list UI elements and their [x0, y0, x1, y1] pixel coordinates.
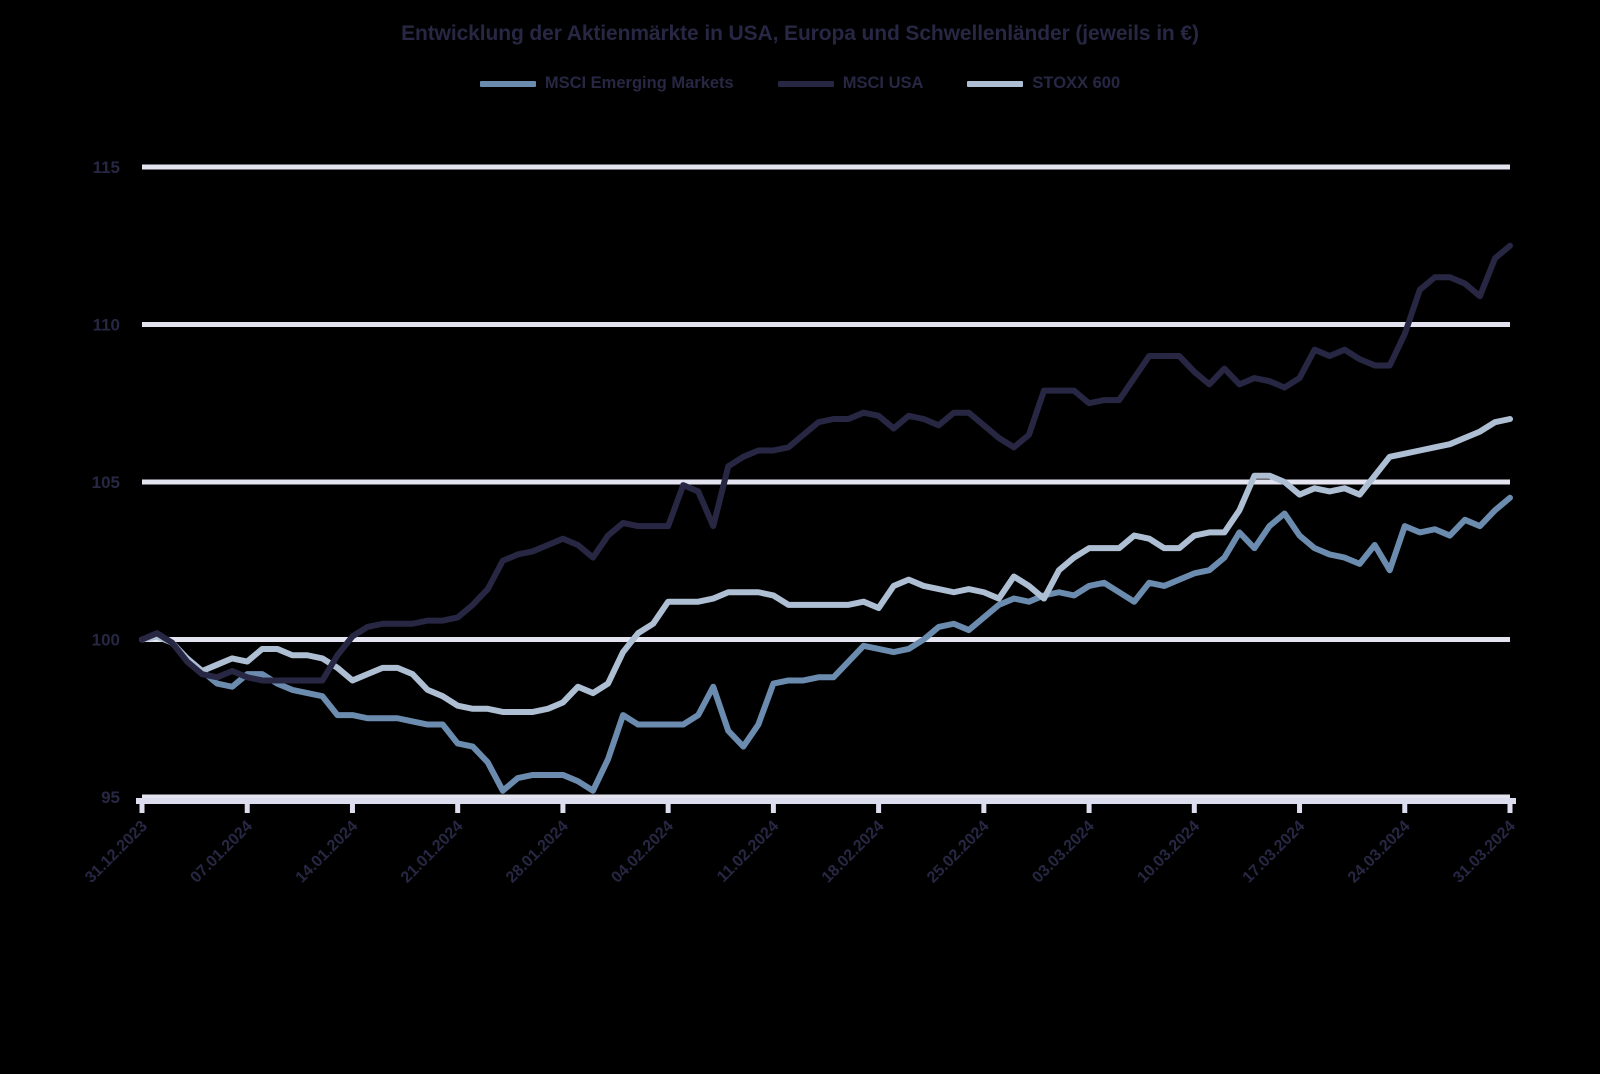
legend-label-stoxx-600: STOXX 600 — [1032, 74, 1121, 92]
series-line-msci-usa — [139, 242, 1513, 684]
legend-label-msci-emerging-markets: MSCI Emerging Markets — [544, 74, 734, 92]
chart-legend: MSCI Emerging Markets MSCI USA STOXX 600 — [0, 74, 1600, 93]
y-tick-label-95: 95 — [101, 788, 120, 807]
x-tick-label-5: 04.02.2024 — [608, 818, 677, 887]
series-line-stoxx-600 — [139, 416, 1513, 715]
gridlines — [142, 164, 1510, 800]
y-tick-label-105: 105 — [92, 473, 120, 492]
x-tick-label-6: 11.02.2024 — [714, 818, 782, 886]
chart-title: Entwicklung der Aktienmärkte in USA, Eur… — [401, 22, 1199, 45]
series-line-msci-emerging-markets — [139, 494, 1513, 794]
x-axis-tick-labels: 31.12.2023 07.01.2024 14.01.2024 21.01.2024… — [82, 818, 1519, 887]
x-tick-label-8: 25.02.2024 — [924, 818, 993, 887]
x-tick-label-12: 24.03.2024 — [1345, 818, 1414, 887]
x-tick-label-4: 28.01.2024 — [503, 818, 572, 887]
x-tick-label-11: 17.03.2024 — [1240, 818, 1309, 887]
x-tick-label-0: 31.12.2023 — [82, 818, 151, 887]
x-tick-label-10: 10.03.2024 — [1134, 818, 1203, 887]
legend-label-msci-usa: MSCI USA — [842, 74, 924, 92]
legend-swatch-msci-emerging-markets — [479, 80, 536, 87]
x-tick-label-2: 14.01.2024 — [293, 818, 362, 887]
legend-swatch-msci-usa — [777, 80, 834, 87]
legend-swatch-stoxx-600 — [967, 80, 1024, 87]
x-tick-label-1: 07.01.2024 — [187, 818, 256, 887]
x-tick-label-3: 21.01.2024 — [398, 818, 467, 887]
data-series — [139, 242, 1513, 794]
legend-item-msci-usa[interactable]: MSCI USA — [777, 74, 924, 93]
x-tick-label-7: 18.02.2024 — [819, 818, 888, 887]
legend-item-msci-emerging-markets[interactable]: MSCI Emerging Markets — [479, 74, 734, 93]
legend-item-stoxx-600[interactable]: STOXX 600 — [967, 74, 1120, 93]
x-tick-label-9: 03.03.2024 — [1029, 818, 1098, 887]
y-tick-label-110: 110 — [93, 316, 120, 335]
y-tick-label-115: 115 — [93, 158, 120, 177]
x-axis — [136, 798, 1516, 813]
y-axis-tick-labels: 95 100 105 110 115 — [92, 158, 120, 807]
y-tick-label-100: 100 — [92, 631, 120, 650]
x-tick-label-13: 31.03.2024 — [1450, 818, 1519, 887]
